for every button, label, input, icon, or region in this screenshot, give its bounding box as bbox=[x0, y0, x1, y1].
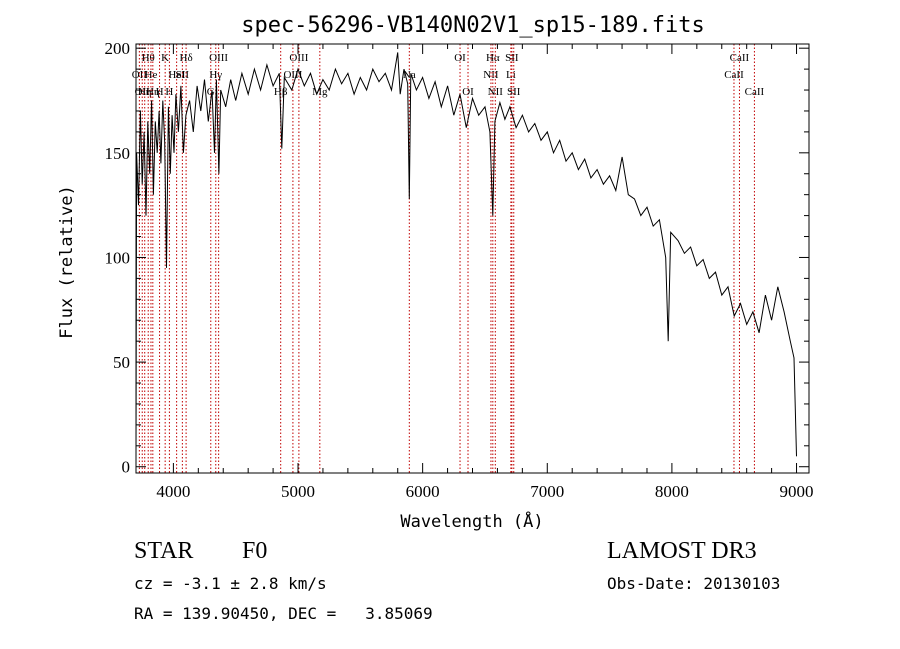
survey-label: LAMOST DR3 bbox=[607, 538, 757, 564]
x-tick-label-5000: 5000 bbox=[281, 482, 315, 501]
subclass-label: F0 bbox=[242, 538, 268, 564]
y-tick-label-200: 200 bbox=[105, 39, 131, 58]
redshift-label: cz = -3.1 ± 2.8 km/s bbox=[134, 574, 327, 593]
y-tick-label-100: 100 bbox=[105, 248, 131, 267]
line-marker-label-2: Hη bbox=[138, 86, 152, 98]
line-marker-label-17: OIII bbox=[289, 52, 308, 64]
line-marker-label-7: K bbox=[161, 52, 169, 64]
x-tick-label-8000: 8000 bbox=[655, 482, 689, 501]
plot-frame bbox=[135, 43, 810, 474]
axis-layer: 4000 5000 6000 7000 8000 9000 0 50 100 150 200 bbox=[105, 39, 814, 501]
line-marker-label-29: CaII bbox=[730, 52, 750, 64]
line-marker-label-5: Hη bbox=[146, 86, 160, 98]
line-marker-label-8: H bbox=[165, 86, 173, 98]
line-marker-label-11: Hδ bbox=[180, 52, 193, 64]
line-marker-label-20: OI bbox=[454, 52, 466, 64]
line-marker-label-12: G bbox=[207, 86, 215, 98]
line-marker-label-3: Hθ bbox=[142, 52, 155, 64]
x-tick-label-7000: 7000 bbox=[530, 482, 564, 501]
line-marker-label-18: Mg bbox=[312, 86, 328, 98]
line-marker-label-28: CaII bbox=[724, 69, 744, 81]
line-marker-label-6: H bbox=[156, 86, 164, 98]
line-marker-label-26: SII bbox=[505, 52, 519, 64]
line-marker-label-14: OIII bbox=[209, 52, 228, 64]
obs-date-label: Obs-Date: 20130103 bbox=[607, 574, 781, 593]
line-marker-label-21: OI bbox=[462, 86, 474, 98]
x-tick-label-4000: 4000 bbox=[156, 482, 190, 501]
x-tick-label-9000: 9000 bbox=[780, 482, 814, 501]
object-class-label: STAR bbox=[134, 538, 194, 564]
line-marker-label-27: SII bbox=[507, 86, 521, 98]
x-axis-label: Wavelength (Å) bbox=[400, 510, 543, 532]
line-marker-label-15: Hβ bbox=[274, 86, 288, 98]
line-marker-label-23: Hα bbox=[486, 52, 500, 64]
line-marker-label-10: SII bbox=[176, 69, 190, 81]
line-marker-label-22: NII bbox=[483, 69, 499, 81]
x-tick-label-6000: 6000 bbox=[406, 482, 440, 501]
series-layer bbox=[135, 52, 797, 457]
y-axis-label: Flux (relative) bbox=[57, 185, 77, 339]
y-tick-label-50: 50 bbox=[113, 353, 130, 372]
line-marker-label-1: OII bbox=[135, 86, 151, 98]
line-marker-label-16: OIII bbox=[283, 69, 302, 81]
coordinates-label: RA = 139.90450, DEC = 3.85069 bbox=[134, 604, 433, 623]
y-tick-label-0: 0 bbox=[122, 458, 131, 477]
line-marker-label-30: CaII bbox=[745, 86, 765, 98]
line-marker-label-9: HeI bbox=[168, 69, 185, 81]
line-marker-label-13: Hγ bbox=[209, 69, 222, 81]
line-marker-label-25: Li bbox=[506, 69, 516, 81]
line-marker-label-24: NII bbox=[488, 86, 504, 98]
chart-title: spec-56296-VB140N02V1_sp15-189.fits bbox=[241, 13, 705, 38]
line-marker-label-4: He bbox=[145, 69, 158, 81]
y-tick-label-150: 150 bbox=[105, 144, 131, 163]
series-line-spectrum bbox=[135, 52, 797, 457]
